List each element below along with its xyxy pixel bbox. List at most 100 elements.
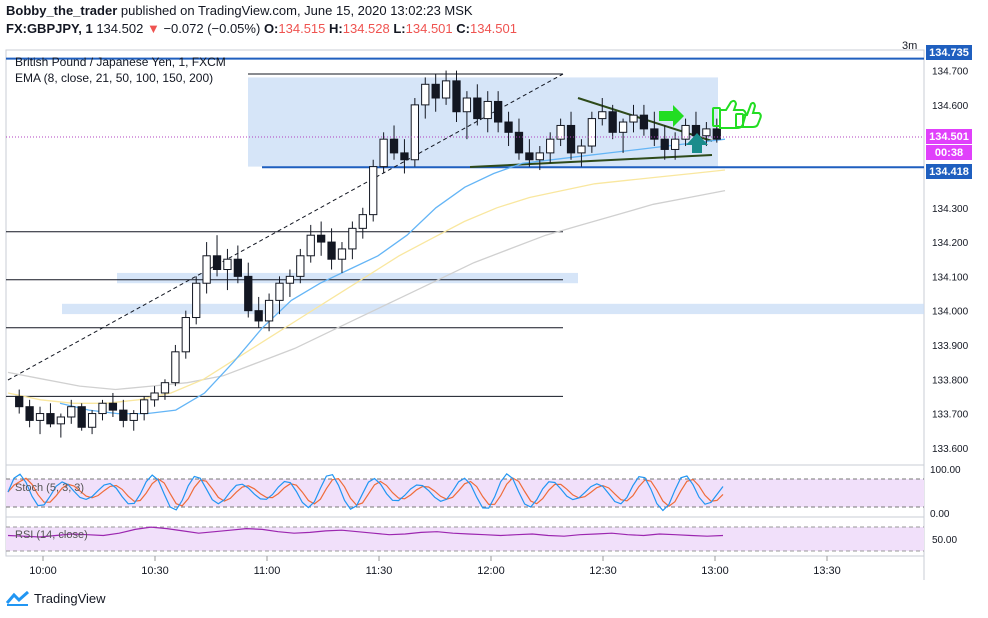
time-axis-ticks: 10:00 10:30 11:00 11:30 12:00 12:30 13:00 13:30 (29, 556, 841, 577)
candle-44 (473, 84, 482, 126)
candle-32 (348, 221, 357, 260)
candle-61 (650, 111, 659, 147)
candle-55 (587, 111, 596, 153)
time-tick-3: 11:30 (366, 565, 393, 577)
candle-body (212, 255, 222, 271)
candle-14 (160, 379, 170, 400)
candle-4 (56, 413, 65, 438)
support-level-badge-bg (926, 164, 972, 179)
candle-23 (254, 296, 263, 328)
candle-body (473, 97, 482, 120)
candle-body (35, 413, 45, 421)
candle-body (618, 121, 628, 133)
candle-42 (452, 70, 461, 123)
candle-58 (618, 118, 628, 153)
countdown-badge-bg (926, 145, 972, 160)
stoch-lines (7, 472, 724, 512)
ema-legend: EMA (8, close, 21, 50, 100, 150, 200) (15, 71, 213, 85)
candle-body (504, 121, 513, 133)
candle-30 (327, 228, 336, 270)
zone-1 (117, 272, 578, 284)
candle-2 (35, 406, 45, 435)
candle-body (275, 282, 284, 301)
candle-body (712, 128, 721, 140)
zone-0 (248, 77, 718, 167)
candle-46 (494, 91, 503, 133)
candle-body (348, 227, 357, 250)
low-label: L: (393, 21, 406, 36)
candle-body (77, 406, 86, 428)
change-arrow: ▼ (146, 21, 160, 36)
rsi-polyline (7, 526, 724, 538)
candle-60 (639, 104, 649, 136)
candle-body (150, 392, 159, 401)
time-tick-4: 12:00 (477, 565, 505, 577)
candle-body (639, 114, 649, 130)
candle-67 (712, 118, 721, 143)
candle-body (327, 241, 336, 260)
candle-8 (98, 399, 107, 421)
footer-brand[interactable]: TradingView (6, 590, 106, 606)
candle-body (202, 255, 211, 284)
author-name[interactable]: Bobby_the_trader (6, 3, 118, 18)
close-value: 134.501 (469, 21, 517, 36)
zone-2 (62, 303, 924, 315)
candle-26 (285, 269, 295, 297)
candle-body (483, 100, 492, 120)
candle-body (337, 248, 347, 260)
candle-40 (431, 74, 440, 112)
candle-body (119, 409, 128, 421)
triangle-lower-line[interactable] (469, 154, 713, 168)
candle-body (535, 152, 544, 161)
candle-body (546, 138, 555, 154)
open-label: O: (263, 21, 279, 36)
stoch-tick-0: 0.00 (930, 509, 950, 520)
candle-body (400, 152, 409, 161)
candle-57 (608, 104, 617, 140)
candle-body (671, 138, 680, 150)
ema-fast-line (59, 138, 726, 415)
timeframe-label: 3m (902, 40, 917, 52)
candle-27 (296, 248, 305, 284)
countdown-badge: 00:38 (935, 147, 963, 159)
candle-body (98, 402, 107, 415)
candle-body (264, 299, 274, 322)
rsi-label: RSI (14, close) (15, 529, 88, 541)
candle-33 (358, 207, 367, 239)
candle-body (25, 406, 34, 421)
candle-body (254, 310, 263, 322)
candle-36 (389, 125, 399, 160)
candle-48 (514, 118, 524, 160)
candle-body (608, 111, 617, 133)
candle-body (15, 395, 24, 408)
current-price-badge-bg (926, 129, 972, 144)
candle-body (681, 124, 690, 140)
candle-body (421, 83, 430, 106)
candle-0 (15, 389, 24, 414)
candle-38 (410, 98, 419, 167)
candle-body (285, 275, 295, 284)
candle-5 (67, 399, 76, 424)
candle-body (452, 80, 461, 113)
time-tick-0: 10:00 (29, 565, 57, 577)
trend-line-dashed[interactable] (7, 73, 564, 381)
candle-body (410, 104, 419, 161)
candle-body (441, 80, 451, 99)
candle-body (514, 131, 524, 154)
right-arrow-icon (659, 105, 684, 127)
candle-18 (202, 242, 211, 294)
candle-56 (598, 98, 607, 126)
stoch-tick-100: 100.00 (930, 465, 961, 476)
price-tick-8: 133.900 (932, 341, 969, 352)
candle-12 (140, 396, 149, 421)
time-tick-5: 12:30 (589, 565, 617, 577)
candle-body (140, 399, 149, 415)
candle-body (369, 166, 378, 216)
current-price-badge: 134.501 (929, 131, 969, 143)
candle-body (181, 317, 190, 353)
levels-layer (6, 57, 924, 397)
publish-text: published on TradingView.com, June 15, 2… (117, 3, 473, 18)
candle-3 (46, 403, 55, 428)
candle-24 (264, 293, 274, 332)
